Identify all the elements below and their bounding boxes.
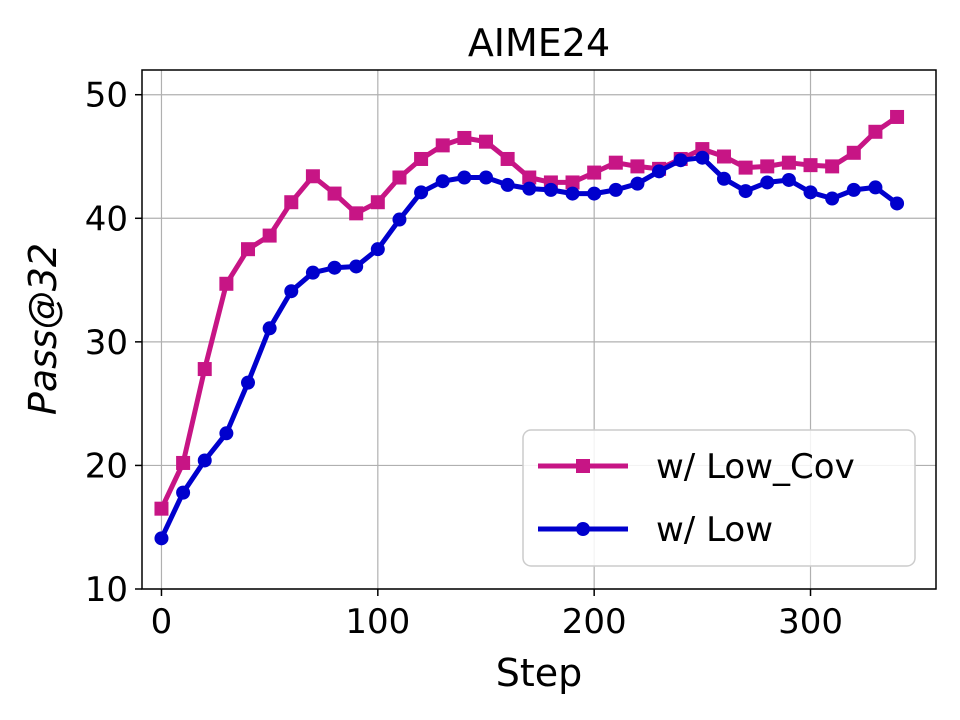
data-point <box>370 242 385 257</box>
data-point <box>414 151 429 166</box>
data-point <box>435 138 450 153</box>
data-point <box>890 196 905 211</box>
data-point <box>197 362 212 377</box>
x-tick-label: 200 <box>562 602 627 642</box>
x-tick-label: 300 <box>778 602 843 642</box>
data-point <box>176 485 191 500</box>
data-point <box>522 181 537 196</box>
x-axis-label: Step <box>496 651 583 695</box>
data-point <box>241 242 256 257</box>
legend-swatch-low-marker <box>576 522 590 536</box>
data-point <box>327 186 342 201</box>
data-point <box>176 455 191 470</box>
data-point <box>543 182 558 197</box>
data-point <box>890 109 905 124</box>
data-point <box>587 165 602 180</box>
y-tick-label: 30 <box>85 323 128 363</box>
data-point <box>349 206 364 221</box>
data-point <box>652 164 667 179</box>
data-point <box>738 184 753 199</box>
data-point <box>392 212 407 227</box>
data-point <box>608 182 623 197</box>
data-point <box>219 426 234 441</box>
data-point <box>825 159 840 174</box>
data-point <box>197 453 212 468</box>
legend-swatch-low-cov-marker <box>576 459 590 473</box>
x-tick-label: 100 <box>345 602 410 642</box>
data-point <box>241 375 256 390</box>
axis-ticks: 0 100 200 300 10 20 30 40 50 <box>85 76 843 642</box>
data-point <box>781 155 796 170</box>
data-point <box>457 130 472 145</box>
data-point <box>262 228 277 243</box>
series-w-low-cov <box>154 109 905 516</box>
x-tick-label: 0 <box>151 602 173 642</box>
data-point <box>760 159 775 174</box>
data-point <box>349 259 364 274</box>
legend: w/ Low_Cov w/ Low <box>522 429 916 567</box>
y-tick-label: 40 <box>85 199 128 239</box>
data-point <box>284 284 299 299</box>
y-tick-label: 20 <box>85 446 128 486</box>
data-point <box>716 149 731 164</box>
data-point <box>154 531 169 546</box>
data-point <box>760 175 775 190</box>
data-point <box>478 170 493 185</box>
data-point <box>565 186 580 201</box>
data-point <box>457 170 472 185</box>
data-point <box>738 160 753 175</box>
legend-label-low-cov: w/ Low_Cov <box>656 447 855 487</box>
data-point <box>846 145 861 160</box>
data-point <box>673 153 688 168</box>
chart-title: AIME24 <box>468 21 610 65</box>
data-point <box>500 151 515 166</box>
data-point <box>630 159 645 174</box>
data-point <box>284 195 299 210</box>
data-point <box>803 158 818 173</box>
data-point <box>608 155 623 170</box>
data-point <box>305 265 320 280</box>
data-point <box>262 321 277 336</box>
y-axis-label: Pass@32 <box>21 243 65 415</box>
data-point <box>478 134 493 149</box>
data-point <box>154 501 169 516</box>
series-w-low <box>154 150 905 546</box>
data-point <box>435 174 450 189</box>
data-point <box>305 169 320 184</box>
data-point <box>868 124 883 139</box>
data-point <box>868 180 883 195</box>
y-tick-label: 10 <box>85 570 128 610</box>
data-point <box>781 172 796 187</box>
data-point <box>716 171 731 186</box>
data-point <box>825 191 840 206</box>
plot-frame <box>141 69 937 590</box>
data-point <box>522 170 537 185</box>
data-point <box>392 170 407 185</box>
data-point <box>370 195 385 210</box>
data-point <box>414 185 429 200</box>
data-point <box>219 276 234 291</box>
data-point <box>565 175 580 190</box>
data-point <box>327 260 342 275</box>
series-layer <box>154 109 905 546</box>
data-point <box>695 150 710 165</box>
legend-label-low: w/ Low <box>656 510 773 550</box>
y-tick-label: 50 <box>85 76 128 116</box>
data-point <box>846 182 861 197</box>
data-point <box>803 185 818 200</box>
data-point <box>500 177 515 192</box>
data-point <box>587 186 602 201</box>
data-point <box>630 176 645 191</box>
